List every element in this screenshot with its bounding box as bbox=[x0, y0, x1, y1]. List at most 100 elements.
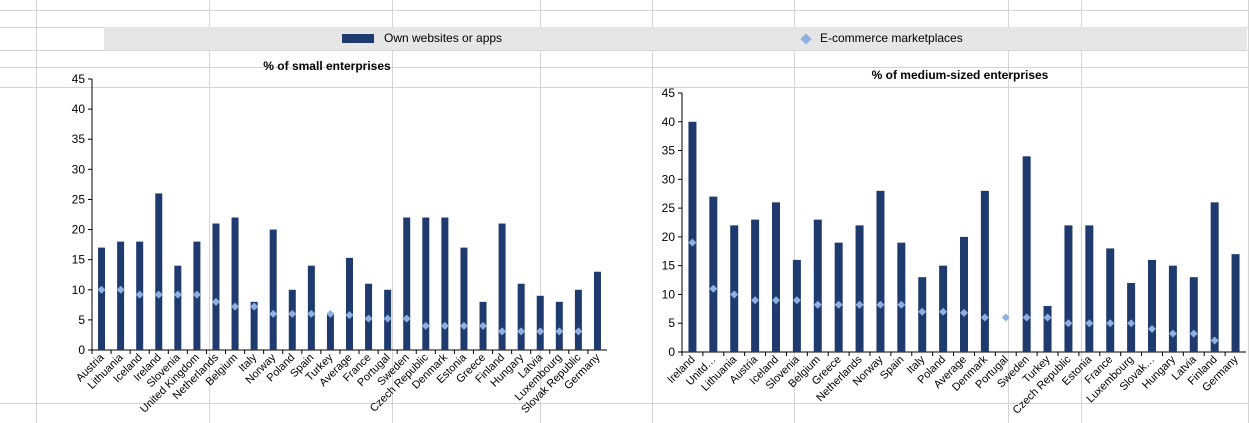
small-bar bbox=[403, 217, 411, 350]
small-marker bbox=[231, 302, 240, 311]
small-bar bbox=[498, 223, 506, 350]
small-marker bbox=[211, 297, 220, 306]
chart-title-small: % of small enterprises bbox=[263, 59, 391, 73]
small-marker bbox=[154, 290, 163, 299]
medium-marker bbox=[813, 300, 822, 309]
small-bar bbox=[460, 247, 468, 350]
small-bar bbox=[250, 301, 258, 350]
medium-y-tick-label: 5 bbox=[668, 316, 675, 330]
medium-marker bbox=[897, 300, 906, 309]
small-bar bbox=[231, 217, 239, 350]
medium-y-tick-label: 20 bbox=[662, 230, 676, 244]
small-marker bbox=[116, 285, 125, 294]
medium-marker bbox=[1106, 319, 1115, 328]
small-bar bbox=[574, 289, 582, 350]
medium-marker bbox=[1127, 319, 1136, 328]
medium-marker bbox=[960, 308, 968, 317]
medium-bar bbox=[876, 190, 885, 352]
medium-bar bbox=[855, 225, 864, 352]
small-y-tick-label: 40 bbox=[72, 102, 86, 116]
small-y-tick-label: 30 bbox=[72, 162, 86, 176]
medium-y-tick-label: 30 bbox=[662, 172, 676, 186]
medium-marker bbox=[772, 296, 780, 305]
medium-marker bbox=[1001, 313, 1010, 322]
small-marker bbox=[269, 309, 278, 318]
medium-bar bbox=[1231, 254, 1240, 352]
medium-bar bbox=[772, 202, 780, 352]
chart-legend: Own websites or apps E-commerce marketpl… bbox=[104, 27, 1247, 50]
medium-marker bbox=[792, 296, 801, 305]
medium-bar bbox=[1106, 248, 1115, 352]
small-y-tick-label: 45 bbox=[72, 72, 86, 86]
small-bar bbox=[155, 193, 163, 350]
medium-bar bbox=[730, 225, 739, 352]
medium-bar bbox=[751, 219, 760, 352]
medium-marker bbox=[730, 290, 739, 299]
small-marker bbox=[345, 311, 354, 320]
small-bar bbox=[288, 289, 296, 350]
small-bar bbox=[269, 229, 277, 350]
medium-bar bbox=[1064, 225, 1073, 352]
medium-marker bbox=[751, 296, 760, 305]
small-y-tick-label: 25 bbox=[72, 192, 86, 206]
medium-category-label: Spain bbox=[878, 354, 906, 382]
small-marker bbox=[326, 309, 335, 318]
medium-bar bbox=[1148, 259, 1156, 352]
medium-marker bbox=[1064, 319, 1073, 328]
medium-marker bbox=[939, 307, 948, 316]
medium-y-tick-label: 25 bbox=[662, 201, 676, 215]
medium-bar bbox=[960, 236, 968, 352]
small-bar bbox=[536, 295, 544, 350]
small-bar bbox=[593, 271, 601, 350]
medium-bar bbox=[897, 242, 906, 352]
medium-marker bbox=[1189, 329, 1198, 338]
small-marker bbox=[479, 321, 488, 330]
small-marker bbox=[459, 321, 468, 330]
medium-marker bbox=[1085, 319, 1094, 328]
small-marker bbox=[440, 321, 449, 330]
small-bar bbox=[422, 217, 430, 350]
legend-label-ecom: E-commerce marketplaces bbox=[820, 31, 963, 45]
small-bar bbox=[326, 313, 334, 350]
medium-marker bbox=[1148, 324, 1156, 333]
small-bar bbox=[346, 257, 353, 350]
medium-y-tick-label: 40 bbox=[662, 115, 676, 129]
bar-swatch-icon bbox=[342, 34, 374, 44]
medium-bar bbox=[834, 242, 843, 352]
small-marker bbox=[97, 285, 106, 294]
small-bar bbox=[212, 223, 220, 350]
medium-marker bbox=[1022, 313, 1031, 322]
legend-label-own: Own websites or apps bbox=[384, 31, 503, 45]
small-marker bbox=[383, 314, 392, 323]
small-marker bbox=[421, 321, 430, 330]
medium-marker bbox=[876, 300, 885, 309]
medium-marker bbox=[709, 284, 718, 293]
medium-marker bbox=[1168, 329, 1177, 338]
small-marker bbox=[517, 327, 526, 336]
medium-bar bbox=[1022, 156, 1031, 352]
small-marker bbox=[173, 290, 182, 299]
medium-bar bbox=[980, 190, 989, 352]
small-bar bbox=[441, 217, 449, 350]
small-marker bbox=[402, 314, 411, 323]
small-bar bbox=[174, 265, 182, 350]
small-marker bbox=[135, 290, 144, 299]
medium-bar bbox=[1127, 282, 1136, 352]
small-marker bbox=[250, 302, 259, 311]
medium-bar bbox=[792, 259, 801, 352]
medium-y-tick-label: 45 bbox=[662, 86, 676, 100]
small-bar bbox=[98, 247, 106, 350]
small-y-tick-label: 10 bbox=[72, 283, 86, 297]
medium-marker bbox=[980, 313, 989, 322]
small-marker bbox=[555, 327, 564, 336]
small-marker bbox=[288, 309, 297, 318]
medium-marker bbox=[855, 300, 864, 309]
medium-y-tick-label: 0 bbox=[668, 345, 675, 359]
small-y-tick-label: 5 bbox=[78, 313, 85, 327]
chart-title-medium: % of medium-sized enterprises bbox=[872, 68, 1049, 82]
small-marker bbox=[498, 327, 507, 336]
small-bar bbox=[117, 241, 125, 350]
medium-bar bbox=[1043, 305, 1052, 352]
